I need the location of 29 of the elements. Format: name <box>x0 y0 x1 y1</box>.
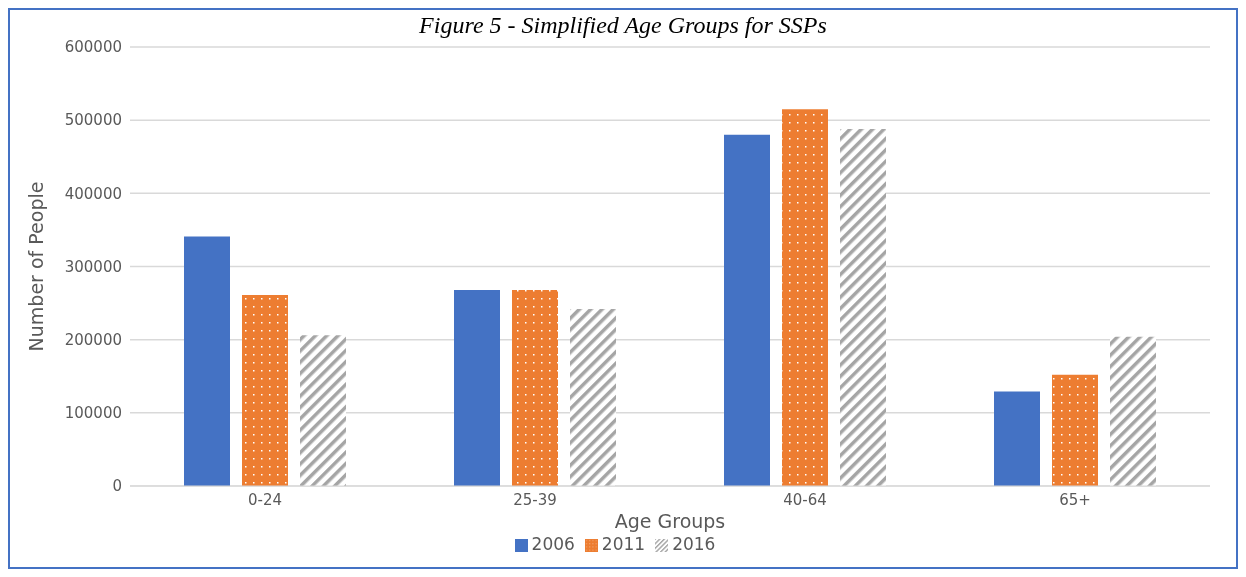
bar <box>300 335 346 486</box>
x-tick-label: 25-39 <box>513 490 557 509</box>
y-tick-label: 400000 <box>64 184 122 203</box>
bar <box>512 289 558 486</box>
bar <box>184 236 230 486</box>
bar <box>724 134 770 486</box>
bar <box>1052 374 1098 486</box>
y-tick-label: 300000 <box>64 257 122 276</box>
bar <box>1110 336 1156 486</box>
y-tick-label: 200000 <box>64 330 122 349</box>
chart-title: Figure 5 - Simplified Age Groups for SSPs <box>418 12 828 39</box>
x-axis-title: Age Groups <box>614 510 726 532</box>
x-tick-label: 0-24 <box>247 490 283 509</box>
legend-label: 2006 <box>531 534 575 554</box>
bar <box>840 128 886 486</box>
legend-label: 2011 <box>601 534 646 554</box>
legend-label: 2016 <box>672 534 716 554</box>
y-tick-label: 600000 <box>64 38 122 57</box>
bar <box>570 308 616 486</box>
bar <box>994 391 1040 486</box>
x-tick-label: 40-64 <box>783 490 827 509</box>
x-tick-label: 65+ <box>1059 490 1091 509</box>
y-tick-label: 500000 <box>64 111 122 130</box>
bar <box>782 109 828 486</box>
y-tick-label: 0 <box>112 477 122 496</box>
bar <box>242 295 288 486</box>
y-tick-label: 100000 <box>64 404 122 423</box>
bar <box>454 289 500 486</box>
y-axis-title: Number of People <box>24 181 47 352</box>
